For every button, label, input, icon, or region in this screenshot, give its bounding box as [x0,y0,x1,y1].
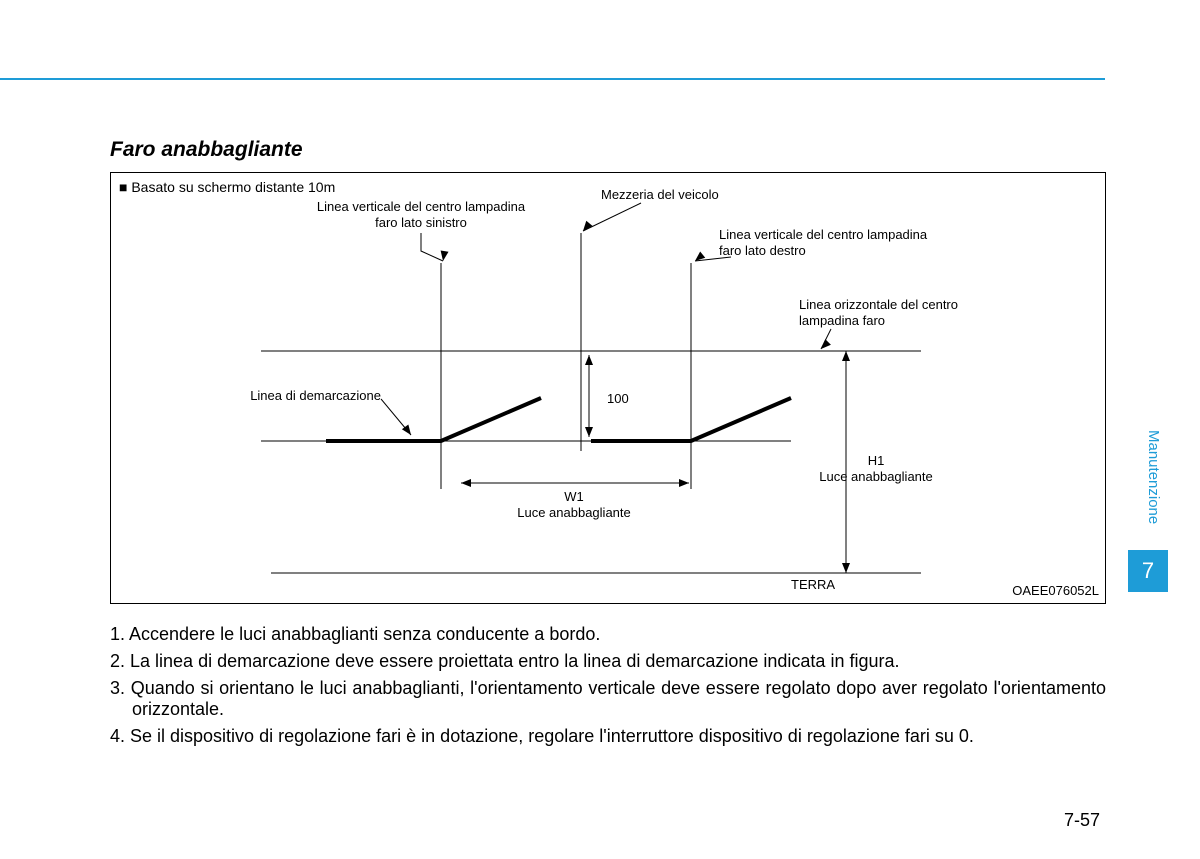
aiming-diagram [111,173,1107,605]
diagram-frame: ■ Basato su schermo distante 10m Linea v… [110,172,1106,604]
side-section-label: Manutenzione [1145,430,1162,524]
instruction-list: 1. Accendere le luci anabbaglianti senza… [110,624,1106,753]
page-number: 7-57 [1064,810,1100,831]
instruction-1: 1. Accendere le luci anabbaglianti senza… [110,624,1106,645]
instruction-2: 2. La linea di demarcazione deve essere … [110,651,1106,672]
chapter-tab: 7 [1128,550,1168,592]
top-rule [0,78,1105,80]
section-title: Faro anabbagliante [110,138,303,162]
instruction-4: 4. Se il dispositivo di regolazione fari… [110,726,1106,747]
instruction-3: 3. Quando si orientano le luci anabbagli… [110,678,1106,720]
